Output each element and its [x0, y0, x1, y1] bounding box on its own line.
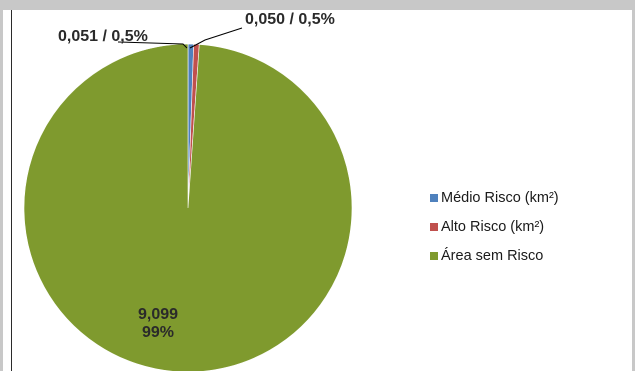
legend-label-alto-risco: Alto Risco (km²) — [441, 219, 545, 235]
frame-left-border — [0, 0, 3, 371]
data-label-sem-risco-percent: 99% — [142, 324, 174, 341]
data-label-alto: 0,050 / 0,5% — [245, 11, 335, 28]
chart-legend: Médio Risco (km²) Alto Risco (km²) Área … — [430, 188, 559, 275]
legend-swatch-alto-risco — [430, 223, 438, 231]
legend-swatch-medio-risco — [430, 194, 438, 202]
leader-line-medio — [117, 41, 188, 49]
frame-right-border — [632, 0, 635, 371]
legend-label-medio-risco: Médio Risco (km²) — [441, 190, 559, 206]
data-label-medio: 0,051 / 0,5% — [58, 28, 148, 45]
legend-label-area-sem-risco: Área sem Risco — [441, 248, 544, 264]
data-label-sem-risco-value: 9,099 — [138, 306, 178, 323]
leader-lines — [117, 27, 243, 49]
legend-item-medio-risco: Médio Risco (km²) — [430, 188, 559, 208]
legend-item-alto-risco: Alto Risco (km²) — [430, 217, 559, 237]
frame-inner-left-line — [11, 10, 12, 371]
pie-slice-area-sem-risco — [23, 43, 353, 371]
legend-swatch-area-sem-risco — [430, 252, 438, 260]
legend-item-area-sem-risco: Área sem Risco — [430, 246, 559, 266]
leader-line-alto — [189, 27, 243, 49]
pie-slices — [23, 43, 353, 371]
frame-top-border — [0, 0, 635, 10]
